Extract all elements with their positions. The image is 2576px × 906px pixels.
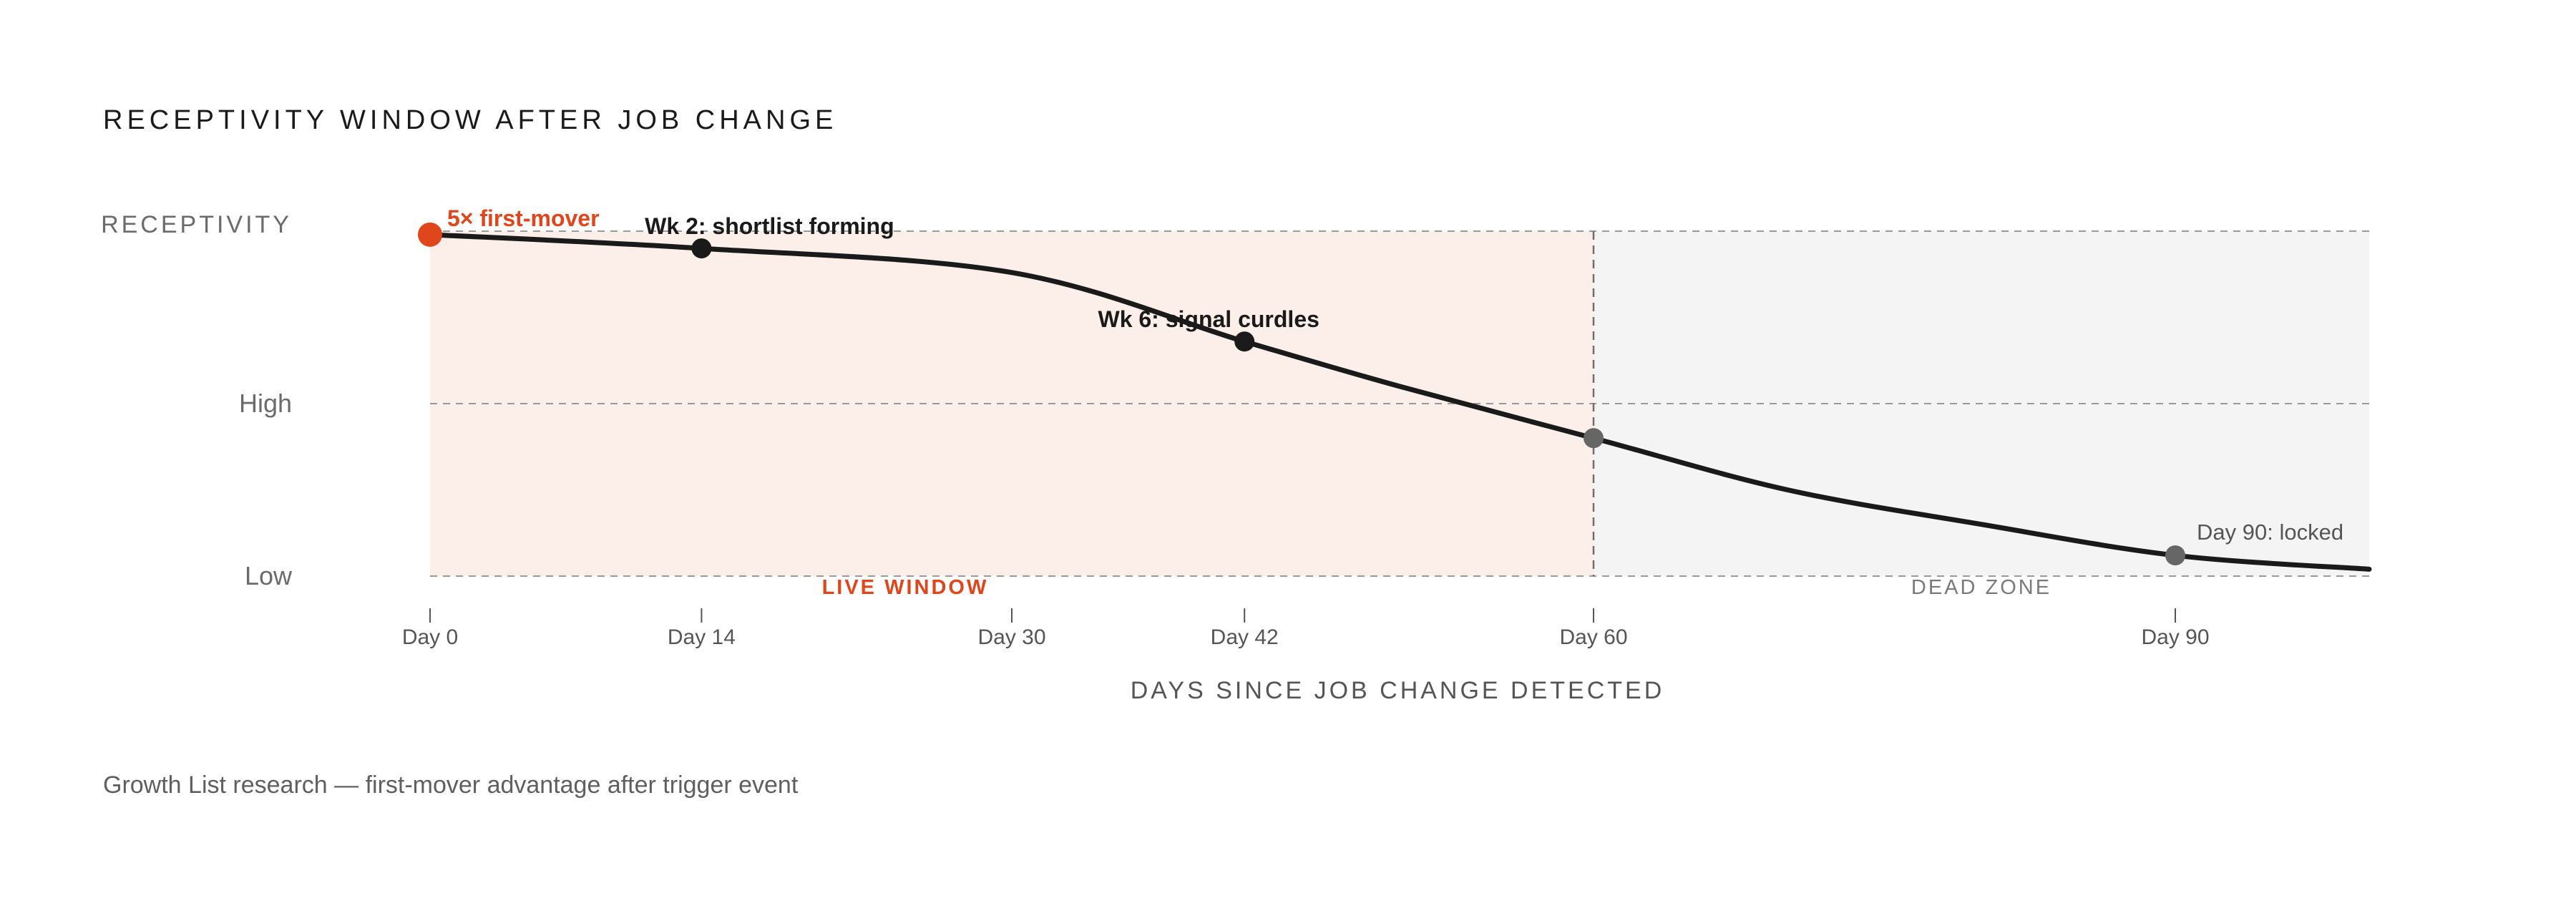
series-line — [427, 232, 2372, 572]
y-tick-label-1: High — [239, 389, 292, 418]
x-tick-label-5: Day 90 — [2141, 625, 2209, 649]
footer-note: Growth List research — first-mover advan… — [103, 771, 799, 799]
chart-title: RECEPTIVITY WINDOW AFTER JOB CHANGE — [103, 105, 837, 135]
x-tick-label-0: Day 0 — [402, 625, 458, 649]
dead-zone-label: DEAD ZONE — [1911, 576, 2051, 599]
marker-label-4: Day 90: locked — [2197, 520, 2343, 545]
marker-1 — [691, 238, 712, 259]
x-tick-label-4: Day 60 — [1559, 625, 1627, 649]
x-tick-label-2: Day 30 — [977, 625, 1045, 649]
plot-area: Low High Day 0 Day 14 Day 30 Day 42 Day 60 Day … — [239, 205, 2372, 649]
marker-label-2: Wk 6: signal curdles — [1098, 306, 1319, 332]
x-tick-label-1: Day 14 — [668, 625, 736, 649]
live-window-label: LIVE WINDOW — [822, 576, 989, 599]
x-axis-title: DAYS SINCE JOB CHANGE DETECTED — [1131, 677, 1665, 704]
x-tick-label-3: Day 42 — [1211, 625, 1279, 649]
marker-2 — [1234, 331, 1255, 352]
marker-label-0: 5× first-mover — [447, 205, 600, 231]
marker-3 — [1584, 428, 1604, 449]
y-tick-label-0: Low — [245, 561, 293, 590]
y-axis-title: RECEPTIVITY — [101, 211, 292, 238]
marker-label-1: Wk 2: shortlist forming — [645, 213, 894, 239]
marker-4 — [2165, 545, 2185, 566]
marker-0 — [418, 222, 442, 247]
